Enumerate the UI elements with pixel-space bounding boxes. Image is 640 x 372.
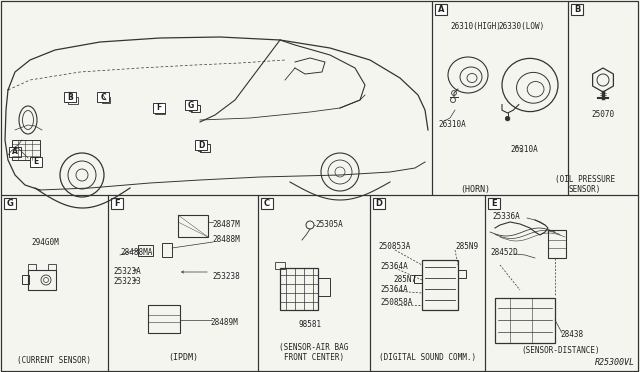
- Bar: [138, 245, 153, 256]
- Text: 28452D: 28452D: [490, 248, 518, 257]
- Bar: [148, 305, 180, 333]
- Text: 28488MA: 28488MA: [120, 248, 152, 257]
- Text: F: F: [114, 199, 120, 208]
- Bar: [64, 92, 76, 102]
- Text: D: D: [198, 141, 204, 150]
- Text: (DIGITAL SOUND COMM.): (DIGITAL SOUND COMM.): [380, 353, 477, 362]
- Bar: [97, 92, 109, 102]
- Bar: [485, 195, 638, 371]
- Text: C: C: [264, 199, 270, 208]
- Bar: [414, 275, 422, 283]
- Text: (HORN): (HORN): [460, 185, 490, 194]
- Bar: [68, 96, 78, 103]
- Bar: [155, 106, 165, 113]
- Text: 26310(HIGH): 26310(HIGH): [450, 22, 501, 31]
- Text: 25364A: 25364A: [380, 262, 408, 271]
- Bar: [548, 230, 566, 258]
- Bar: [28, 264, 36, 270]
- Text: 26330(LOW): 26330(LOW): [498, 22, 544, 31]
- Text: F: F: [156, 103, 162, 112]
- Text: E: E: [491, 199, 497, 208]
- Text: 28438: 28438: [560, 330, 583, 339]
- Bar: [108, 195, 258, 371]
- Text: 253238: 253238: [212, 272, 240, 281]
- Text: 253233: 253233: [113, 277, 141, 286]
- Bar: [162, 243, 172, 257]
- Text: 250853A: 250853A: [378, 242, 410, 251]
- Text: D: D: [376, 199, 383, 208]
- Bar: [275, 262, 285, 269]
- Text: 294G0M: 294G0M: [31, 238, 59, 247]
- Bar: [318, 278, 330, 296]
- Text: 98581: 98581: [298, 320, 321, 329]
- Bar: [9, 147, 21, 157]
- Text: E: E: [33, 157, 38, 167]
- Bar: [4, 198, 16, 209]
- Text: 285N9: 285N9: [455, 242, 478, 251]
- Bar: [432, 1, 568, 195]
- Bar: [30, 157, 42, 167]
- Bar: [571, 4, 583, 15]
- Text: 25305A: 25305A: [315, 220, 343, 229]
- Text: 26310A: 26310A: [438, 120, 466, 129]
- Text: 28489M: 28489M: [210, 318, 237, 327]
- Bar: [258, 195, 370, 371]
- Text: 25070: 25070: [591, 110, 614, 119]
- Bar: [435, 4, 447, 15]
- Bar: [195, 140, 207, 150]
- Bar: [1, 195, 108, 371]
- Bar: [178, 215, 208, 237]
- Text: (SENSOR-AIR BAG
FRONT CENTER): (SENSOR-AIR BAG FRONT CENTER): [279, 343, 349, 362]
- Bar: [1, 1, 432, 195]
- Bar: [28, 270, 56, 290]
- Text: 25364A: 25364A: [380, 285, 408, 294]
- Bar: [22, 275, 29, 284]
- Bar: [185, 100, 197, 110]
- Text: 28487M: 28487M: [212, 220, 240, 229]
- Text: 285N7: 285N7: [393, 275, 416, 284]
- Bar: [111, 198, 123, 209]
- Bar: [198, 145, 201, 151]
- Bar: [12, 140, 40, 160]
- Bar: [153, 103, 165, 113]
- Bar: [422, 260, 458, 310]
- Text: A: A: [12, 148, 18, 157]
- Text: (CURRENT SENSOR): (CURRENT SENSOR): [17, 356, 91, 365]
- Bar: [191, 105, 200, 112]
- Text: (OIL PRESSURE
SENSOR): (OIL PRESSURE SENSOR): [555, 175, 615, 195]
- Text: 26310A: 26310A: [510, 145, 538, 154]
- Bar: [458, 270, 466, 278]
- Text: R25300VL: R25300VL: [595, 358, 635, 367]
- Bar: [370, 195, 485, 371]
- Text: G: G: [188, 100, 194, 109]
- Bar: [568, 1, 638, 195]
- Text: (SENSOR-DISTANCE): (SENSOR-DISTANCE): [522, 346, 600, 355]
- Text: B: B: [67, 93, 73, 102]
- Text: 28488M: 28488M: [212, 235, 240, 244]
- Bar: [102, 97, 110, 103]
- Text: C: C: [100, 93, 106, 102]
- Bar: [200, 144, 210, 152]
- Bar: [488, 198, 500, 209]
- Bar: [373, 198, 385, 209]
- Bar: [280, 268, 318, 310]
- Bar: [48, 264, 56, 270]
- Circle shape: [506, 116, 510, 121]
- Text: (IPDM): (IPDM): [168, 353, 198, 362]
- Text: G: G: [6, 199, 13, 208]
- Text: 250858A: 250858A: [380, 298, 412, 307]
- Bar: [189, 106, 191, 110]
- Text: B: B: [574, 5, 580, 14]
- Text: 25336A: 25336A: [492, 212, 520, 221]
- Bar: [261, 198, 273, 209]
- Text: A: A: [438, 5, 444, 14]
- Text: 25323A: 25323A: [113, 267, 141, 276]
- Bar: [495, 298, 555, 343]
